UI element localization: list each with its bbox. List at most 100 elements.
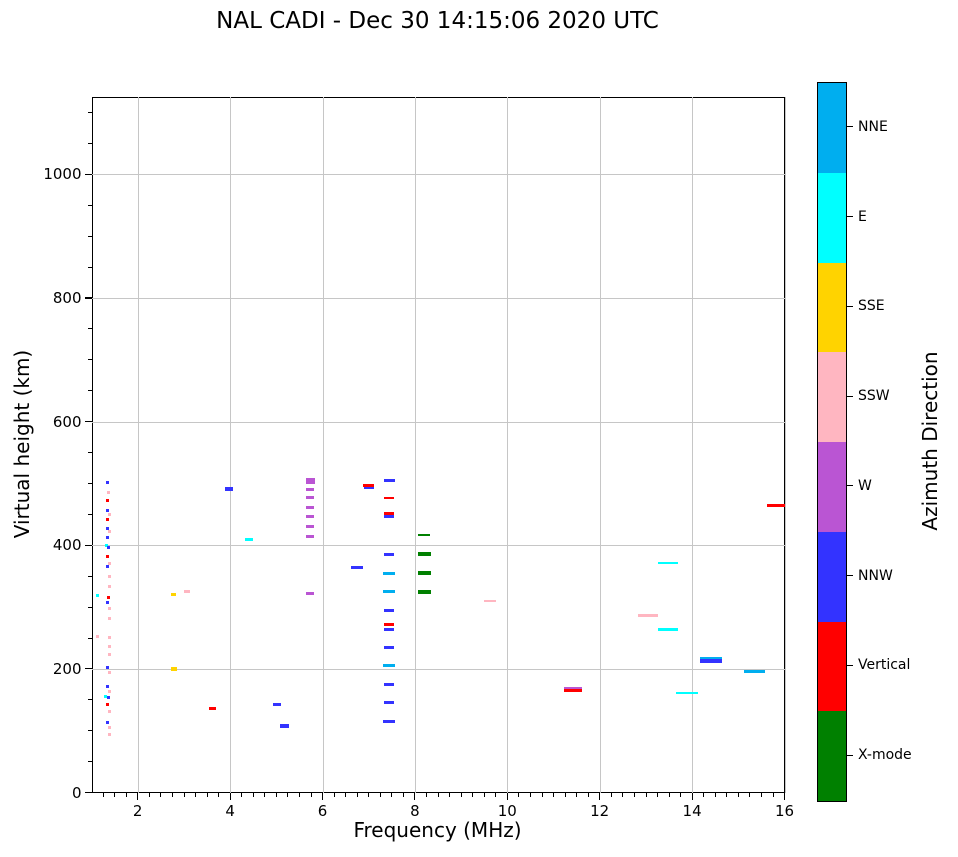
x-minor-tick — [379, 792, 381, 797]
x-minor-tick — [356, 792, 358, 797]
colorbar-segment-ssw — [818, 352, 846, 442]
y-tick-label-600: 600 — [52, 412, 82, 431]
data-point-ssw — [108, 617, 112, 621]
x-minor-tick — [472, 792, 474, 797]
data-point-nnw — [384, 627, 395, 631]
x-minor-tick — [252, 792, 254, 797]
data-point-ssw — [108, 732, 112, 736]
y-minor-tick — [87, 637, 92, 639]
data-point-ssw — [108, 635, 112, 639]
data-point-vertical — [209, 706, 217, 710]
colorbar-axis-label: Azimuth Direction — [918, 351, 942, 531]
x-minor-tick — [218, 792, 219, 797]
x-tick-label-12: 12 — [590, 801, 610, 820]
y-tick-400 — [84, 544, 92, 546]
gridline-x-8 — [414, 97, 416, 793]
data-point-ssw — [108, 607, 112, 611]
gridline-y-1000 — [91, 174, 785, 176]
y-tick-label-1000: 1000 — [43, 165, 82, 184]
y-tick-label-400: 400 — [52, 536, 82, 555]
data-point-w — [306, 515, 315, 519]
x-tick-label-2: 2 — [132, 801, 143, 820]
x-minor-tick — [726, 792, 728, 797]
data-point-nnw — [384, 515, 395, 519]
data-point-w — [306, 488, 315, 492]
data-point-ssw — [108, 562, 112, 566]
colorbar-segment-vertical — [818, 621, 846, 712]
colorbar-segment-nne — [818, 83, 846, 173]
data-point-nnw — [351, 565, 364, 569]
data-point-ssw — [108, 645, 112, 649]
x-minor-tick — [206, 792, 208, 797]
gridline-x-16 — [784, 97, 786, 793]
data-point-w — [306, 496, 315, 500]
x-tick-6 — [321, 792, 324, 800]
x-minor-tick — [483, 792, 485, 797]
x-tick-4 — [229, 792, 231, 800]
data-point-ssw — [108, 710, 112, 713]
data-point-ssw — [108, 584, 112, 588]
x-minor-tick — [160, 792, 162, 797]
x-minor-tick — [680, 792, 681, 797]
x-minor-tick — [426, 792, 427, 797]
data-point-nnw — [106, 666, 110, 670]
data-point-vertical — [767, 503, 786, 507]
colorbar-segment-w — [818, 442, 846, 532]
data-point-vertical — [384, 623, 395, 627]
colorbar-segment-nnw — [818, 531, 846, 622]
colorbar-tick-label-ssw: SSW — [858, 388, 890, 405]
y-tick-label-800: 800 — [52, 288, 82, 307]
x-minor-tick — [749, 792, 751, 797]
gridline-x-4 — [230, 97, 232, 793]
data-point-w — [306, 525, 315, 529]
data-point-ssw — [108, 671, 112, 675]
data-point-x-mode — [417, 551, 431, 556]
data-point-nnw — [383, 478, 395, 482]
colorbar-segment-e — [818, 172, 846, 263]
x-minor-tick — [275, 792, 277, 797]
x-tick-12 — [599, 792, 601, 800]
gridline-x-6 — [322, 97, 324, 793]
data-point-w — [564, 687, 583, 691]
y-minor-tick — [87, 730, 92, 732]
x-minor-tick — [114, 792, 115, 797]
x-minor-tick — [518, 792, 520, 797]
data-point-e — [244, 538, 253, 542]
data-point-e — [105, 543, 109, 547]
data-point-nnw — [279, 723, 289, 728]
x-axis-label: Frequency (MHz) — [353, 818, 522, 842]
colorbar-tick-x-mode — [846, 754, 853, 756]
x-tick-label-16: 16 — [774, 801, 795, 820]
x-minor-tick — [610, 792, 612, 797]
colorbar-tick-vertical — [846, 664, 853, 666]
x-minor-tick — [645, 792, 647, 797]
x-tick-10 — [506, 792, 508, 800]
y-axis-label: Virtual height (km) — [10, 349, 34, 539]
data-point-ssw — [107, 491, 111, 495]
y-minor-tick — [87, 112, 92, 113]
x-minor-tick — [102, 792, 104, 797]
x-minor-tick — [622, 792, 624, 797]
data-point-vertical — [106, 554, 110, 558]
data-point-nne — [743, 670, 765, 674]
y-minor-tick — [87, 328, 92, 330]
x-minor-tick — [402, 792, 404, 797]
colorbar-tick-label-sse: SSE — [858, 298, 885, 315]
data-point-nnw — [106, 721, 110, 725]
data-point-nnw — [225, 486, 234, 491]
x-minor-tick — [183, 792, 185, 797]
x-minor-tick — [703, 792, 705, 797]
data-point-ssw — [107, 513, 111, 517]
x-tick-label-8: 8 — [410, 801, 420, 820]
gridline-y-800 — [91, 297, 785, 299]
x-minor-tick — [171, 792, 173, 797]
x-tick-label-4: 4 — [225, 801, 235, 820]
colorbar-tick-label-w: W — [858, 477, 872, 494]
x-minor-tick — [287, 792, 289, 797]
data-point-nne — [383, 590, 396, 594]
x-minor-tick — [587, 792, 589, 797]
colorbar-tick-label-nne: NNE — [858, 118, 888, 135]
data-point-vertical — [384, 511, 395, 515]
data-point-sse — [171, 592, 177, 596]
data-point-nne — [383, 571, 396, 575]
